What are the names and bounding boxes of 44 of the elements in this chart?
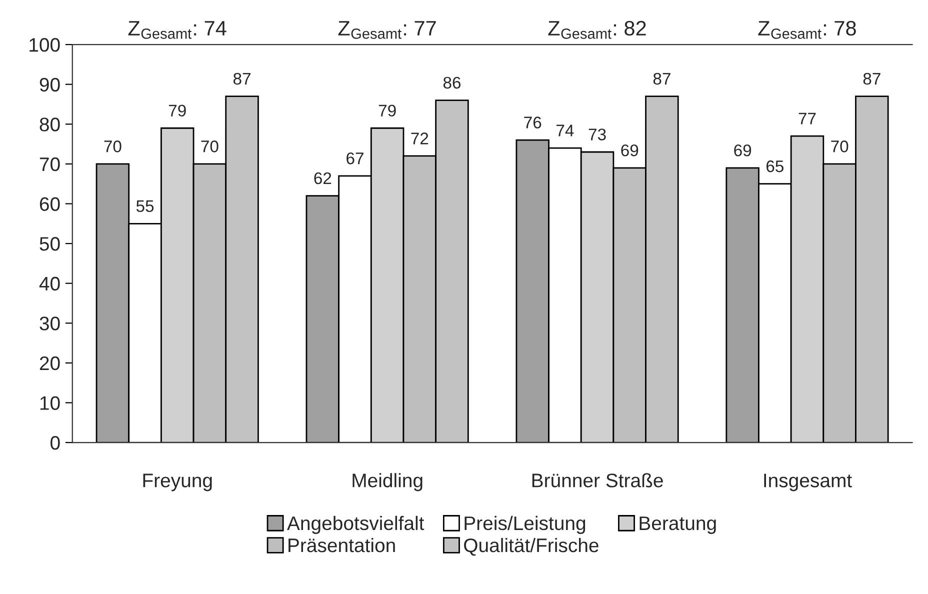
text: Z$_{Gesamt}$: 74	[128, 21, 226, 39]
data-label: 76	[524, 116, 542, 128]
data-label: 74	[556, 124, 574, 136]
x-tick-label: Insgesamt	[764, 474, 852, 492]
data-label: 69	[621, 144, 638, 156]
text: Z$_{Gesamt}$: 77	[338, 21, 436, 39]
data-label: 77	[798, 112, 816, 124]
data-label: 79	[378, 104, 396, 116]
y-tick-label: 60	[40, 197, 60, 211]
data-label: 87	[653, 72, 670, 85]
x-tick-label: Freyung	[143, 474, 212, 492]
data-label: 72	[411, 132, 428, 144]
legend-label: Angebotsvielfalt	[287, 516, 424, 534]
legend-label: Präsentation	[288, 538, 395, 552]
data-label: 65	[766, 160, 784, 172]
data-label: 70	[831, 140, 848, 152]
data-label: 62	[314, 172, 332, 184]
y-tick-label: 40	[39, 276, 60, 291]
y-tick-label: 90	[40, 78, 60, 92]
data-label: 69	[734, 144, 752, 156]
y-tick-label: 80	[40, 118, 60, 132]
data-label: 55	[136, 200, 154, 212]
y-tick-label: 70	[40, 157, 60, 172]
y-tick-label: 30	[40, 316, 60, 330]
data-label: 70	[104, 140, 122, 152]
legend-label: Qualität/Frische	[464, 538, 598, 556]
data-label: 87	[863, 72, 880, 85]
x-tick-label: Meidling	[352, 473, 422, 492]
text: Z$_{Gesamt}$: 82	[548, 20, 646, 39]
data-label: 86	[443, 76, 461, 89]
y-tick-label: 20	[40, 356, 60, 370]
y-tick-label: 10	[40, 396, 60, 410]
y-tick-label: 0	[50, 436, 60, 450]
y-tick-label: 100	[30, 38, 60, 52]
data-label: 70	[201, 140, 218, 152]
legend-label: Preis/Leistung	[464, 516, 586, 534]
legend-label: Beratung	[640, 516, 716, 534]
data-label: 79	[168, 104, 186, 116]
text: Z$_{Gesamt}$: 78	[758, 20, 856, 39]
x-tick-label: Brünner Straße	[532, 473, 663, 488]
y-tick-label: 50	[40, 237, 60, 251]
data-label: 87	[233, 72, 250, 85]
data-label: 73	[588, 128, 606, 140]
data-label: 67	[346, 152, 364, 164]
